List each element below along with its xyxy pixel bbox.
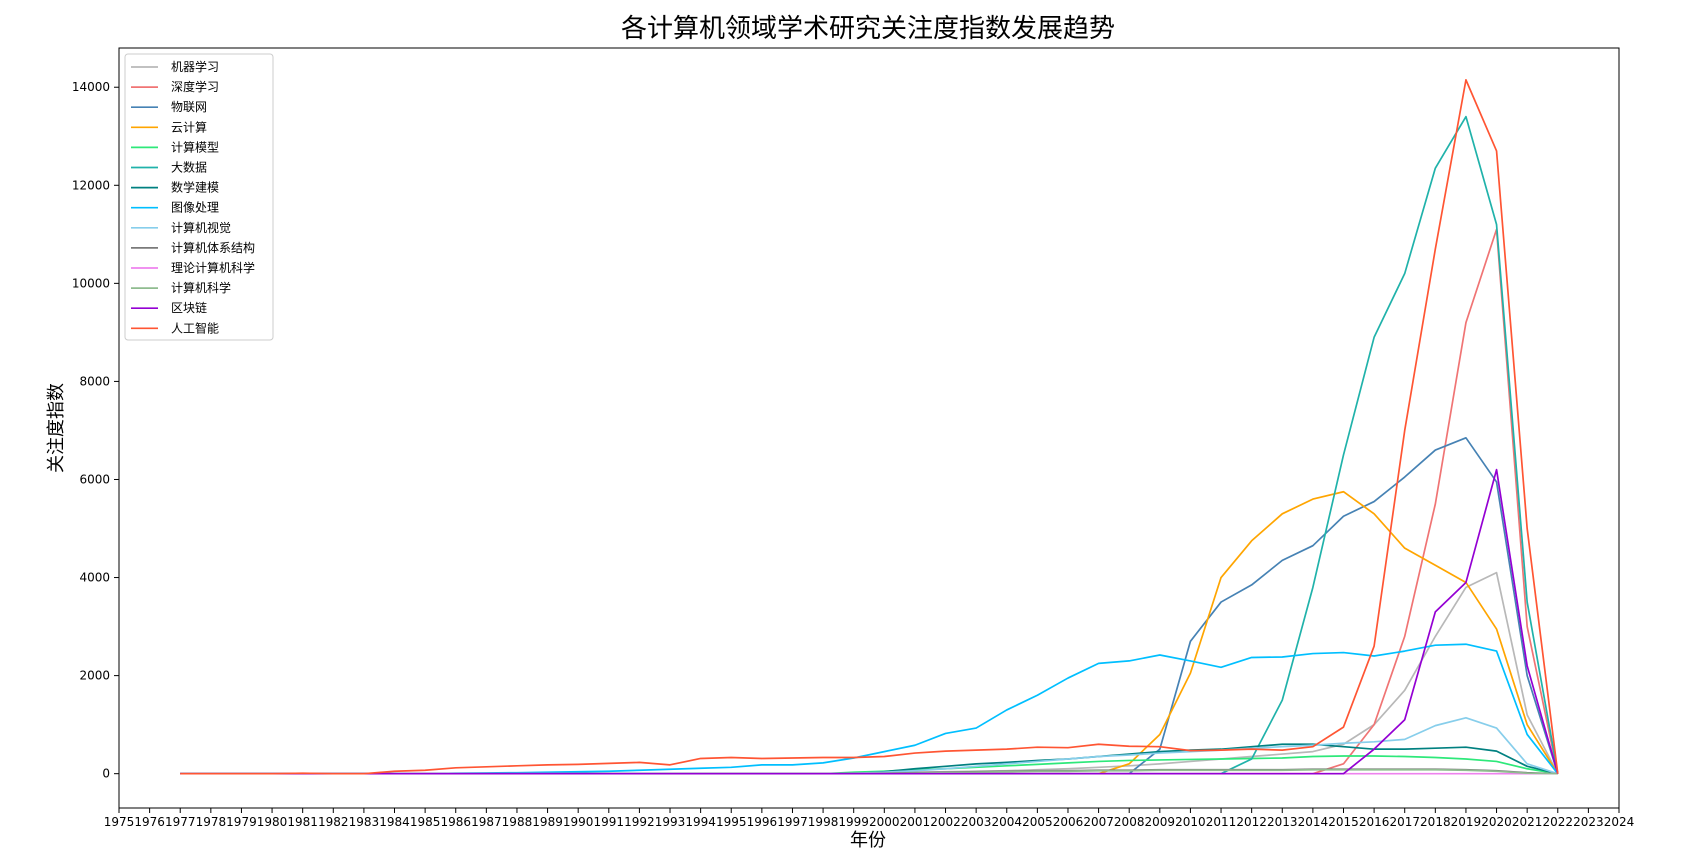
y-tick-label: 0	[102, 767, 110, 781]
x-tick-label: 2023	[1573, 815, 1604, 829]
legend: 机器学习深度学习物联网云计算计算模型大数据数学建模图像处理计算机视觉计算机体系结…	[124, 53, 274, 341]
legend-label: 数学建模	[171, 180, 219, 195]
x-tick-label: 1994	[685, 815, 716, 829]
x-tick-label: 2024	[1604, 815, 1635, 829]
y-tick-label: 4000	[79, 571, 110, 585]
x-tick-label: 2021	[1512, 815, 1543, 829]
x-tick-label: 1996	[747, 815, 778, 829]
x-tick-label: 2020	[1481, 815, 1512, 829]
chart-title: 各计算机领域学术研究关注度指数发展趋势	[621, 14, 1115, 44]
x-tick-label: 2000	[869, 815, 900, 829]
x-tick-label: 2003	[961, 815, 992, 829]
x-tick-label: 2018	[1420, 815, 1451, 829]
legend-label: 机器学习	[171, 59, 219, 74]
x-tick-label: 1977	[165, 815, 196, 829]
x-tick-label: 1991	[594, 815, 625, 829]
x-tick-label: 1981	[287, 815, 318, 829]
legend-label: 物联网	[171, 100, 207, 114]
x-tick-label: 1987	[471, 815, 502, 829]
x-tick-label: 2014	[1298, 815, 1329, 829]
y-axis-label: 关注度指数	[46, 383, 67, 473]
legend-label: 计算机科学	[171, 280, 231, 295]
x-axis-label: 年份	[850, 830, 886, 851]
x-tick-label: 2022	[1543, 815, 1574, 829]
x-tick-label: 1988	[502, 815, 533, 829]
legend-label: 计算模型	[171, 139, 219, 154]
legend-label: 云计算	[171, 119, 207, 134]
x-tick-label: 1986	[440, 815, 471, 829]
legend-box	[124, 53, 274, 341]
x-tick-label: 1999	[838, 815, 869, 829]
x-tick-label: 2017	[1389, 815, 1420, 829]
x-tick-label: 1978	[196, 815, 227, 829]
x-axis: 1975 1976 1977 1978 1979 1980 1981 1982 1983 1984…	[104, 808, 1635, 829]
x-tick-label: 1985	[410, 815, 441, 829]
series-line-12	[180, 468, 1559, 775]
x-tick-label: 2005	[1022, 815, 1053, 829]
legend-label: 理论计算机科学	[171, 260, 255, 275]
x-tick-label: 2016	[1359, 815, 1390, 829]
legend-label: 计算机体系结构	[171, 240, 255, 255]
x-tick-label: 1980	[257, 815, 288, 829]
x-tick-label: 1975	[104, 815, 135, 829]
x-tick-label: 1998	[808, 815, 839, 829]
legend-label: 大数据	[171, 160, 207, 175]
x-tick-label: 2004	[991, 815, 1022, 829]
x-tick-label: 1989	[532, 815, 563, 829]
x-tick-label: 2019	[1451, 815, 1482, 829]
x-tick-label: 2010	[1175, 815, 1206, 829]
legend-label: 深度学习	[171, 79, 219, 94]
series-layer	[180, 79, 1559, 775]
y-tick-label: 6000	[79, 472, 110, 486]
x-tick-label: 2008	[1114, 815, 1145, 829]
x-tick-label: 1992	[624, 815, 655, 829]
legend-label: 图像处理	[171, 201, 219, 215]
y-tick-label: 14000	[72, 80, 110, 94]
series-line-13	[180, 79, 1559, 775]
x-tick-label: 2012	[1236, 815, 1267, 829]
x-tick-label: 2015	[1328, 815, 1359, 829]
x-tick-label: 1997	[777, 815, 808, 829]
y-tick-label: 10000	[72, 276, 110, 290]
y-tick-label: 8000	[79, 374, 110, 388]
y-tick-label: 2000	[79, 669, 110, 683]
legend-label: 区块链	[171, 300, 207, 315]
x-tick-label: 2013	[1267, 815, 1298, 829]
x-tick-label: 1995	[716, 815, 747, 829]
x-tick-label: 1984	[379, 815, 410, 829]
x-tick-label: 2007	[1083, 815, 1114, 829]
legend-label: 人工智能	[171, 320, 219, 335]
x-tick-label: 2011	[1206, 815, 1237, 829]
x-tick-label: 2001	[900, 815, 931, 829]
y-tick-label: 12000	[72, 178, 110, 192]
x-tick-label: 2002	[930, 815, 961, 829]
x-tick-label: 2006	[1053, 815, 1084, 829]
x-tick-label: 1993	[655, 815, 686, 829]
x-tick-label: 1990	[563, 815, 594, 829]
x-tick-label: 1982	[318, 815, 349, 829]
x-tick-label: 1976	[134, 815, 165, 829]
x-tick-label: 1983	[349, 815, 380, 829]
y-axis: 0 2000 4000 6000 8000 10000 12000 14000	[72, 80, 119, 781]
x-tick-label: 2009	[1145, 815, 1176, 829]
plot-frame	[118, 47, 1620, 809]
x-tick-label: 1979	[226, 815, 257, 829]
legend-label: 计算机视觉	[171, 220, 231, 235]
